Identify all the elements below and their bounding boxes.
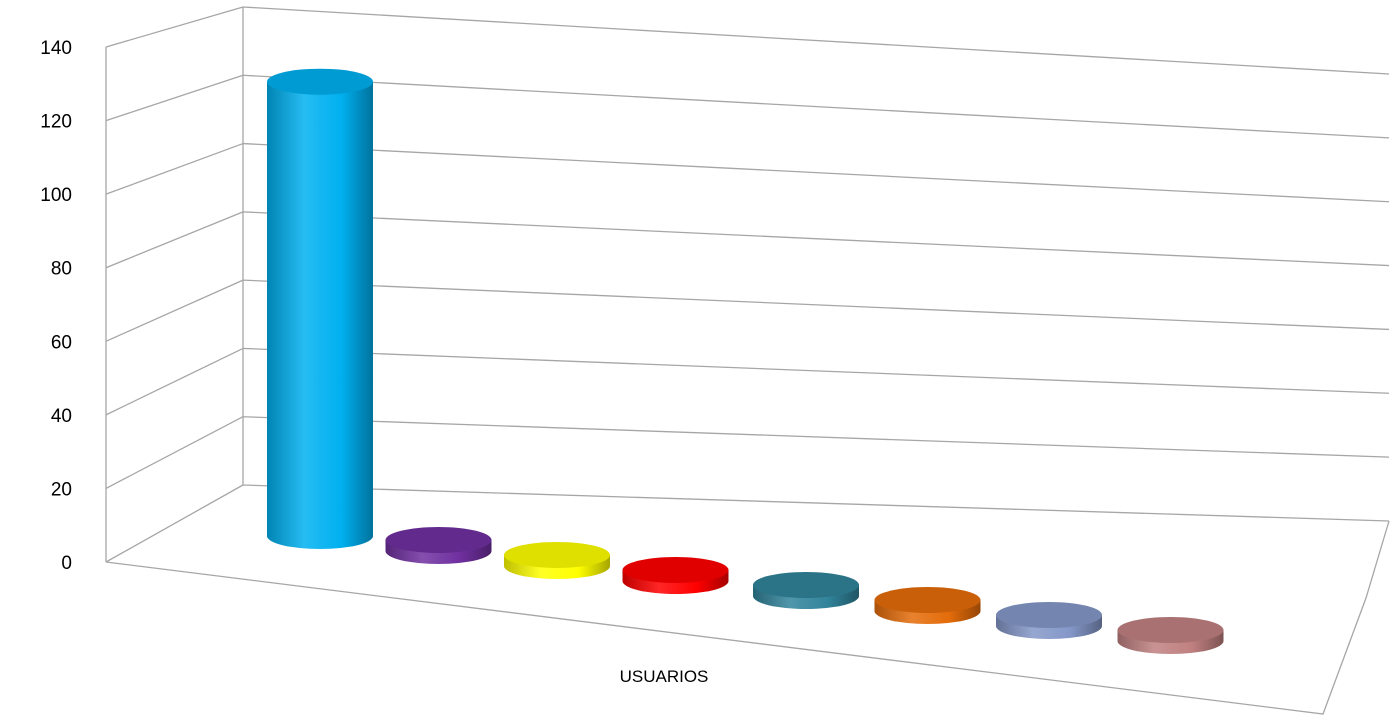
gridline-back-wall <box>242 416 1390 458</box>
bar-top <box>874 587 981 613</box>
gridline-back-wall <box>242 142 1390 203</box>
floor-outline <box>105 520 1390 715</box>
bar-top <box>504 542 610 568</box>
y-tick-label: 120 <box>40 112 72 133</box>
gridline-back-wall <box>242 74 1390 139</box>
gridlines <box>105 74 1390 490</box>
gridline-left-wall <box>105 347 244 416</box>
bar-cylinder <box>504 542 610 579</box>
y-tick-label: 40 <box>51 406 72 427</box>
bar-cylinder <box>753 572 859 609</box>
chart-walls <box>105 6 1390 715</box>
bar-top <box>753 572 859 598</box>
bar-top <box>385 527 492 553</box>
y-tick-label: 140 <box>40 38 72 59</box>
gridline-left-wall <box>105 416 244 490</box>
bar-top <box>996 602 1102 628</box>
bar-cylinder <box>267 68 373 550</box>
bar-body <box>267 81 373 550</box>
gridline-left-wall <box>105 142 244 195</box>
bars <box>267 68 1224 654</box>
bar-top <box>1117 617 1224 643</box>
category-label: USUARIOS <box>620 667 709 686</box>
gridline-left-wall <box>105 211 244 269</box>
left-wall-top-edge <box>105 6 244 48</box>
y-tick-label: 0 <box>61 553 72 574</box>
bar-cylinder <box>1117 617 1224 654</box>
bar-cylinder <box>874 587 981 624</box>
gridline-back-wall <box>242 279 1390 331</box>
y-tick-label: 100 <box>40 185 72 206</box>
floor-left-edge <box>105 484 244 563</box>
floor-back-edge <box>242 484 1390 522</box>
bar-top <box>622 557 729 583</box>
bar-cylinder <box>385 527 492 564</box>
gridline-left-wall <box>105 74 244 122</box>
y-tick-label: 60 <box>51 332 72 353</box>
gridline-back-wall <box>242 211 1390 267</box>
bar-cylinder <box>622 557 729 595</box>
y-axis-ticks: 0 20 40 60 80 100 120 140 <box>40 38 72 574</box>
gridline-back-wall <box>242 347 1390 394</box>
y-tick-label: 20 <box>51 479 72 500</box>
bar-cylinder <box>996 602 1102 639</box>
y-tick-label: 80 <box>51 259 72 280</box>
gridline-left-wall <box>105 279 244 342</box>
back-wall-top-edge <box>242 6 1390 75</box>
bar-top <box>267 68 373 95</box>
